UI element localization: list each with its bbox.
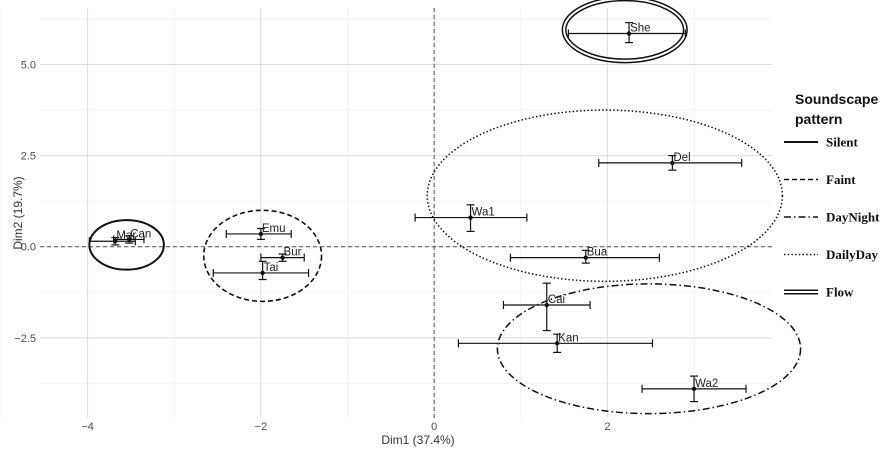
- data-points: [113, 31, 697, 392]
- y-tick-label: 5.0: [21, 59, 36, 71]
- point-bua: [583, 255, 588, 260]
- point-can: [127, 237, 132, 242]
- ellipse-dailyday: [426, 109, 784, 283]
- point-wa1: [468, 215, 473, 220]
- x-tick-label: 2: [604, 421, 610, 433]
- legend-label-flow: Flow: [826, 285, 854, 300]
- point-mar: [113, 239, 118, 244]
- point-bur: [280, 255, 285, 260]
- point-emu: [258, 231, 264, 237]
- legend-title-line-1: Soundscape: [795, 91, 878, 107]
- point-label-del: Del: [673, 152, 690, 164]
- x-tick-label: −4: [81, 421, 94, 433]
- point-label-tai: Tai: [264, 262, 279, 274]
- point-label-wa1: Wa1: [472, 207, 495, 219]
- y-tick-label: 0.0: [21, 242, 36, 254]
- point-del: [670, 160, 675, 166]
- point-cai: [544, 302, 549, 308]
- point-label-can: Can: [130, 228, 151, 240]
- point-tai: [260, 270, 265, 276]
- x-axis-title: Dim1 (37.4%): [381, 433, 454, 447]
- legend-label-faint: Faint: [826, 172, 856, 187]
- point-label-she: She: [630, 23, 650, 35]
- point-label-wa2: Wa2: [695, 378, 718, 390]
- error-bars: [88, 21, 747, 403]
- error-bar-she: [567, 21, 686, 44]
- legend-label-dailyday: DailyDay: [826, 247, 879, 262]
- point-label-mar: Mar: [116, 230, 136, 242]
- x-tick-label: −2: [255, 421, 268, 433]
- legend-label-daynight: DayNight: [826, 210, 880, 225]
- point-label-kan: Kan: [558, 332, 578, 344]
- y-axis-title: Dim2 (19.7%): [11, 176, 25, 249]
- legend-label-silent: Silent: [826, 135, 858, 150]
- point-kan: [554, 341, 560, 346]
- point-label-bur: Bur: [284, 247, 302, 259]
- legend: Soundscape pattern Silent Faint DayNight Da…: [784, 91, 880, 300]
- x-tick-label: 0: [431, 421, 437, 433]
- point-she: [626, 31, 632, 36]
- ellipse-silent: [88, 219, 165, 271]
- point-label-emu: Emu: [262, 223, 286, 235]
- y-tick-label: 2.5: [21, 151, 36, 163]
- point-wa2: [691, 386, 697, 392]
- y-tick-labels: −2.5 0.0 2.5 5.0: [14, 59, 36, 344]
- legend-title-line-2: pattern: [795, 111, 842, 127]
- grid: [0, 8, 772, 418]
- point-label-cai: Cai: [548, 294, 565, 306]
- reference-lines: [40, 8, 772, 418]
- point-label-bua: Bua: [587, 247, 608, 259]
- ellipse-faint: [202, 209, 323, 303]
- y-tick-label: −2.5: [14, 333, 36, 345]
- x-tick-labels: −4 −2 0 2: [81, 421, 610, 433]
- ellipse-daynight: [496, 283, 802, 415]
- ellipse-flow: [561, 0, 688, 64]
